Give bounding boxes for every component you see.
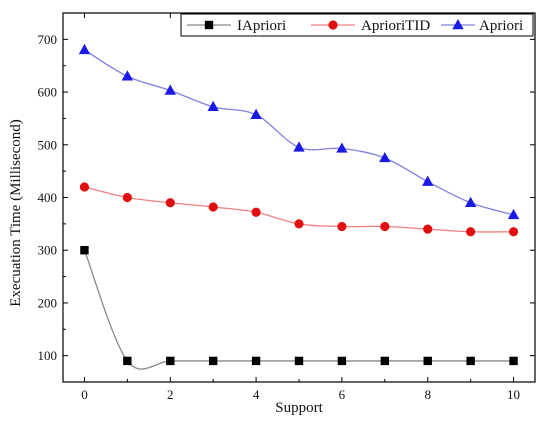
data-point [164,84,176,95]
data-point [508,227,519,237]
legend-item: IApriori [187,18,286,34]
series-apriori [78,43,520,220]
data-point [78,43,91,55]
data-point [122,192,132,203]
data-point [293,141,305,152]
legend-box [180,13,534,37]
x-tick-label: 2 [167,387,174,402]
legend-marker [204,20,214,30]
data-point [380,356,390,366]
x-tick-label: 4 [253,387,260,402]
y-tick-label: 700 [38,32,58,47]
x-axis-title: Support [275,400,323,416]
series-iapriori [80,246,518,370]
y-axis-title: Execuation Time (Millisecond) [8,119,24,306]
data-point [123,356,132,366]
data-point [251,356,261,366]
data-point [337,356,347,366]
y-tick-label: 300 [38,243,58,258]
axes: 0 2 4 6 8 10 100 200 300 400 500 600 700 [38,12,536,402]
data-point [294,356,304,366]
data-point [464,196,477,207]
series-aprioritid [79,182,519,237]
x-tick-label: 8 [424,387,431,402]
y-tick-label: 400 [38,190,58,205]
legend-label: IApriori [237,18,286,34]
data-point [166,356,175,366]
data-point [423,356,432,366]
legend-marker [328,20,338,30]
legend: IApriori AprioriTID Apriori [180,13,534,37]
y-tick-label: 200 [38,295,58,310]
data-point [294,219,304,229]
data-point [507,208,520,220]
x-tick-label: 6 [339,387,346,402]
data-point [208,202,218,212]
y-tick-label: 500 [38,137,58,152]
data-point [336,142,348,153]
series-line [84,49,514,216]
data-point [80,246,89,255]
x-tick-label: 0 [81,387,88,402]
series-layer [78,43,520,370]
data-point [422,175,434,186]
data-point [466,356,475,366]
plot-frame [62,12,536,383]
data-point [208,356,218,366]
data-point [380,221,390,232]
data-point [466,227,476,237]
data-point [79,182,90,192]
y-tick-label: 600 [38,85,58,100]
series-line [83,249,514,370]
data-point [423,224,433,234]
legend-label: AprioriTID [361,18,430,34]
data-point [250,108,262,119]
legend-label: Apriori [479,18,523,34]
data-point [379,151,391,163]
data-point [509,356,518,366]
legend-item: Apriori [441,18,523,34]
data-point [207,100,219,112]
data-point [121,70,134,81]
legend-marker [452,18,464,30]
y-tick-label: 100 [38,348,58,363]
data-point [165,198,175,208]
data-point [251,207,261,217]
legend-item: AprioriTID [311,18,430,34]
data-point [337,221,347,232]
x-tick-label: 10 [507,387,520,402]
